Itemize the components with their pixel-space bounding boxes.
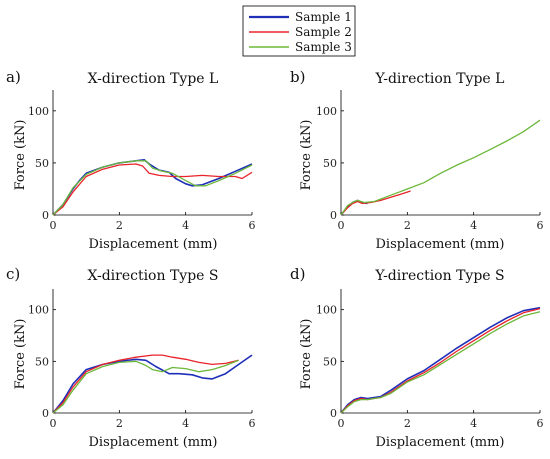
y-axis-label-b: Force (kN) <box>299 120 314 191</box>
y-axis-label-d: Force (kN) <box>299 319 314 390</box>
x-tick-label-c: 2 <box>116 417 123 430</box>
y-tick-label-a: 100 <box>28 105 49 118</box>
x-tick-label-d: 6 <box>537 417 544 430</box>
series-line-b-sample-3 <box>340 119 541 216</box>
y-tick-label-b: 0 <box>330 209 337 222</box>
y-tick-label-d: 0 <box>330 407 337 420</box>
x-axis-label-d: Displacement (mm) <box>375 435 504 450</box>
plot-area-d: 0 2 4 6 0 50 100 <box>316 289 544 430</box>
panel-label-d: d) <box>290 265 305 283</box>
x-axis-label-c: Displacement (mm) <box>88 435 217 450</box>
chart-panel-a: a) X-direction Type L 0 2 4 6 0 50 100 Displac… <box>6 68 256 252</box>
chart-panel-d: d) Y-direction Type S 0 2 4 6 0 50 100 Displac… <box>290 265 544 450</box>
y-axis-label-c: Force (kN) <box>13 319 28 390</box>
y-tick-label-d: 100 <box>316 304 337 317</box>
x-tick-label-c: 6 <box>249 417 256 430</box>
y-tick-label-c: 100 <box>28 304 49 317</box>
x-tick-label-d: 0 <box>338 417 345 430</box>
x-tick-label-a: 0 <box>50 219 57 232</box>
plot-area-b: 0 2 4 6 0 50 100 <box>316 90 544 232</box>
chart-title-a: X-direction Type L <box>88 71 219 87</box>
x-tick-label-b: 6 <box>537 219 544 232</box>
series-line-c-sample-3 <box>52 359 239 414</box>
series-line-c-sample-2 <box>52 354 239 414</box>
series-line-d-sample-2 <box>340 307 541 414</box>
series-line-b-sample-2 <box>340 190 411 216</box>
series-line-d-sample-3 <box>340 311 541 414</box>
y-tick-label-b: 50 <box>323 157 337 170</box>
chart-title-b: Y-direction Type L <box>375 71 505 87</box>
y-tick-label-c: 50 <box>35 355 49 368</box>
x-tick-label-b: 2 <box>404 219 411 232</box>
y-axis-label-a: Force (kN) <box>13 120 28 191</box>
x-tick-label-c: 0 <box>50 417 57 430</box>
x-tick-label-b: 4 <box>470 219 477 232</box>
legend: Sample 1 Sample 2 Sample 3 <box>242 5 356 57</box>
x-tick-label-c: 4 <box>182 417 189 430</box>
x-tick-label-d: 2 <box>404 417 411 430</box>
y-tick-label-b: 100 <box>316 105 337 118</box>
legend-label-sample-1: Sample 1 <box>295 10 352 24</box>
chart-panel-c: c) X-direction Type S 0 2 4 6 0 50 100 Displac… <box>6 265 256 450</box>
y-tick-label-d: 50 <box>323 355 337 368</box>
x-axis-label-b: Displacement (mm) <box>375 237 504 252</box>
chart-panel-b: b) Y-direction Type L 0 2 4 6 0 50 100 Displac… <box>290 68 544 252</box>
y-tick-label-c: 0 <box>42 407 49 420</box>
chart-title-d: Y-direction Type S <box>374 268 504 284</box>
series-line-d-sample-1 <box>340 306 541 414</box>
series-line-a-sample-2 <box>52 163 253 216</box>
x-tick-label-b: 0 <box>338 219 345 232</box>
panel-label-a: a) <box>6 68 21 86</box>
panel-label-c: c) <box>6 265 20 283</box>
panel-label-b: b) <box>290 68 305 86</box>
x-tick-label-d: 4 <box>470 417 477 430</box>
y-tick-label-a: 0 <box>42 209 49 222</box>
chart-title-c: X-direction Type S <box>88 268 219 284</box>
plot-area-a: 0 2 4 6 0 50 100 <box>28 90 256 232</box>
series-line-a-sample-3 <box>52 160 253 216</box>
x-tick-label-a: 2 <box>116 219 123 232</box>
plot-area-c: 0 2 4 6 0 50 100 <box>28 289 256 430</box>
series-line-c-sample-1 <box>52 354 253 414</box>
x-tick-label-a: 4 <box>182 219 189 232</box>
y-tick-label-a: 50 <box>35 157 49 170</box>
x-tick-label-a: 6 <box>249 219 256 232</box>
legend-label-sample-2: Sample 2 <box>295 25 352 39</box>
legend-label-sample-3: Sample 3 <box>295 40 352 54</box>
x-axis-label-a: Displacement (mm) <box>88 237 217 252</box>
